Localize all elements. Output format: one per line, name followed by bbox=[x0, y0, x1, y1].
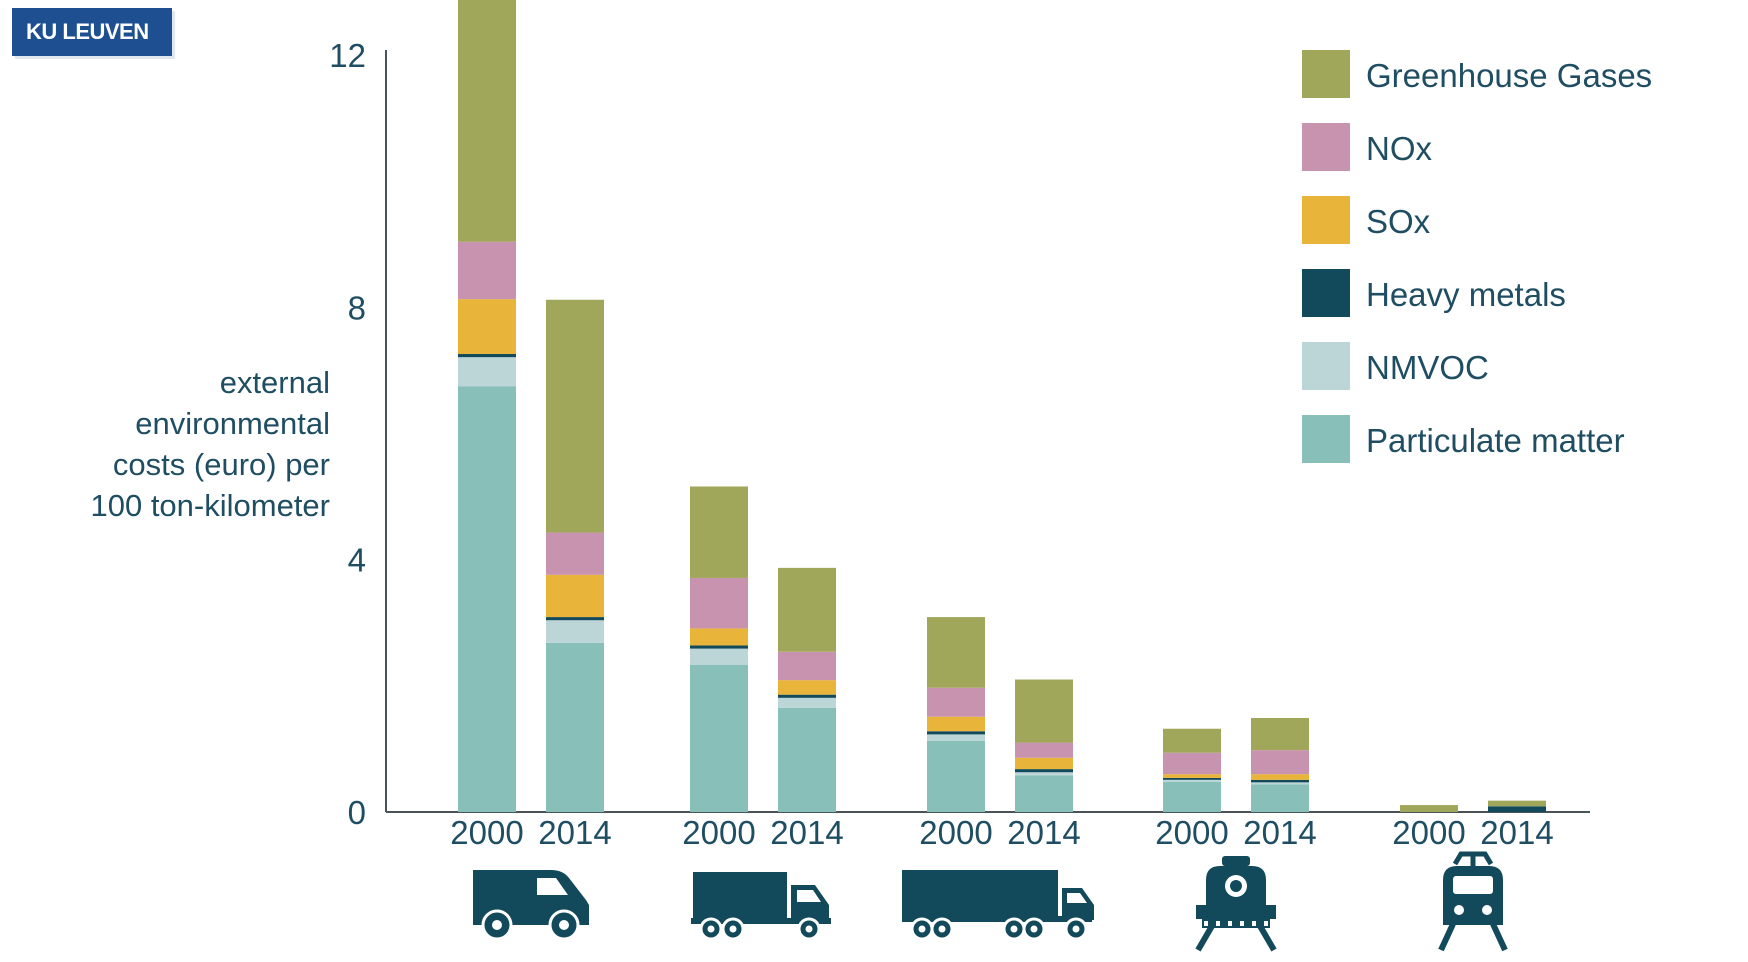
x-tick-label: 2014 bbox=[1007, 814, 1080, 851]
legend-label: Particulate matter bbox=[1366, 422, 1625, 459]
x-tick-label: 2000 bbox=[1155, 814, 1228, 851]
bar-segment-nox bbox=[458, 241, 516, 300]
bar-segment-greenhouse-gases bbox=[1163, 728, 1221, 753]
van-icon bbox=[473, 870, 589, 941]
legend-label: SOx bbox=[1366, 203, 1431, 240]
bar-segment-sox bbox=[1015, 757, 1073, 770]
y-tick-label: 0 bbox=[348, 794, 366, 831]
bar-segment-heavy-metals bbox=[458, 354, 516, 358]
bar-segment-sox bbox=[1163, 774, 1221, 778]
bar-segment-sox bbox=[546, 574, 604, 618]
x-tick-label: 2014 bbox=[538, 814, 611, 851]
legend-label: NMVOC bbox=[1366, 349, 1489, 386]
bar-segment-nmvoc bbox=[546, 620, 604, 643]
bar-segment-greenhouse-gases bbox=[1015, 679, 1073, 743]
bar-segment-sox bbox=[1251, 774, 1309, 780]
ku-leuven-logo: KU LEUVEN bbox=[12, 8, 172, 56]
bar-segment-nox bbox=[1163, 752, 1221, 775]
tractor-trailer-icon bbox=[902, 870, 1094, 941]
bar-segment-nox bbox=[778, 651, 836, 681]
bar-segment-heavy-metals bbox=[927, 731, 985, 735]
legend-label: Greenhouse Gases bbox=[1366, 57, 1653, 94]
legend-item: Particulate matter bbox=[1302, 415, 1742, 463]
x-tick-label: 2014 bbox=[1480, 814, 1553, 851]
bar-segment-greenhouse-gases bbox=[690, 486, 748, 578]
bar-segment-heavy-metals bbox=[1163, 777, 1221, 780]
x-tick-label: 2000 bbox=[1392, 814, 1465, 851]
bar-segment-particulate-matter bbox=[1163, 781, 1221, 812]
legend-swatch bbox=[1302, 196, 1350, 244]
legend-swatch bbox=[1302, 123, 1350, 171]
bar-segment-greenhouse-gases bbox=[1251, 718, 1309, 751]
bar-segment-nmvoc bbox=[778, 697, 836, 708]
y-axis-label-line: environmental bbox=[135, 406, 330, 441]
legend-label: Heavy metals bbox=[1366, 276, 1566, 313]
x-tick-label: 2014 bbox=[770, 814, 843, 851]
bar-segment-nox bbox=[1251, 750, 1309, 775]
small-truck-icon bbox=[691, 872, 831, 941]
bar-segment-heavy-metals bbox=[1251, 779, 1309, 783]
bar-segment-sox bbox=[458, 299, 516, 355]
bar-segment-sox bbox=[778, 680, 836, 695]
bar-segment-particulate-matter bbox=[1015, 775, 1073, 812]
y-axis-label-line: costs (euro) per bbox=[112, 447, 330, 482]
legend-swatch bbox=[1302, 50, 1350, 98]
bar-segment-sox bbox=[927, 716, 985, 732]
locomotive-icon bbox=[1195, 856, 1277, 952]
legend-item: NMVOC bbox=[1302, 342, 1742, 390]
x-tick-label: 2000 bbox=[450, 814, 523, 851]
bar-segment-heavy-metals bbox=[1015, 769, 1073, 773]
bar-segment-heavy-metals bbox=[690, 645, 748, 649]
y-tick-label: 8 bbox=[348, 289, 366, 326]
legend-label: NOx bbox=[1366, 130, 1432, 167]
y-tick-label: 12 bbox=[329, 37, 366, 74]
x-tick-label: 2000 bbox=[919, 814, 992, 851]
bar-segment-nmvoc bbox=[1163, 779, 1221, 782]
bar-segment-sox bbox=[690, 628, 748, 646]
bar-segment-greenhouse-gases bbox=[778, 567, 836, 652]
y-axis-label-line: external bbox=[219, 365, 330, 400]
bar-segment-heavy-metals bbox=[546, 617, 604, 621]
legend-swatch bbox=[1302, 269, 1350, 317]
bar-segment-particulate-matter bbox=[927, 740, 985, 812]
bar-segment-heavy-metals bbox=[1488, 806, 1546, 812]
bar-segment-particulate-matter bbox=[546, 642, 604, 812]
bar-segment-nox bbox=[546, 532, 604, 575]
bar-segment-greenhouse-gases bbox=[1488, 800, 1546, 807]
bar-segment-nmvoc bbox=[1251, 782, 1309, 785]
logo-text: KU LEUVEN bbox=[26, 19, 149, 44]
bar-segment-nmvoc bbox=[458, 357, 516, 387]
bar-segment-greenhouse-gases bbox=[546, 299, 604, 533]
bar-segment-nox bbox=[927, 687, 985, 717]
bar-segment-nox bbox=[690, 577, 748, 629]
y-axis-label-line: 100 ton-kilometer bbox=[90, 488, 330, 523]
bar-segment-greenhouse-gases bbox=[927, 617, 985, 688]
legend-item: Greenhouse Gases bbox=[1302, 50, 1742, 98]
bar-segment-particulate-matter bbox=[778, 707, 836, 812]
bar-segment-nox bbox=[1015, 742, 1073, 758]
x-tick-label: 2000 bbox=[682, 814, 755, 851]
bar-segment-particulate-matter bbox=[458, 386, 516, 812]
electric-train-icon bbox=[1438, 851, 1508, 952]
bar-segment-nmvoc bbox=[927, 734, 985, 741]
bar-segment-nmvoc bbox=[690, 648, 748, 666]
x-tick-label: 2014 bbox=[1243, 814, 1316, 851]
bar-segment-nmvoc bbox=[1015, 772, 1073, 776]
legend-item: Heavy metals bbox=[1302, 269, 1742, 317]
bar-segment-particulate-matter bbox=[690, 665, 748, 812]
legend-item: NOx bbox=[1302, 123, 1742, 171]
legend-swatch bbox=[1302, 415, 1350, 463]
bar-segment-heavy-metals bbox=[778, 694, 836, 698]
bar-segment-particulate-matter bbox=[1251, 784, 1309, 812]
bar-segment-greenhouse-gases bbox=[1400, 805, 1458, 812]
legend-swatch bbox=[1302, 342, 1350, 390]
y-axis-label: external environmental costs (euro) per … bbox=[40, 362, 330, 526]
bar-segment-greenhouse-gases bbox=[458, 0, 516, 242]
legend-item: SOx bbox=[1302, 196, 1742, 244]
y-tick-label: 4 bbox=[348, 542, 366, 579]
